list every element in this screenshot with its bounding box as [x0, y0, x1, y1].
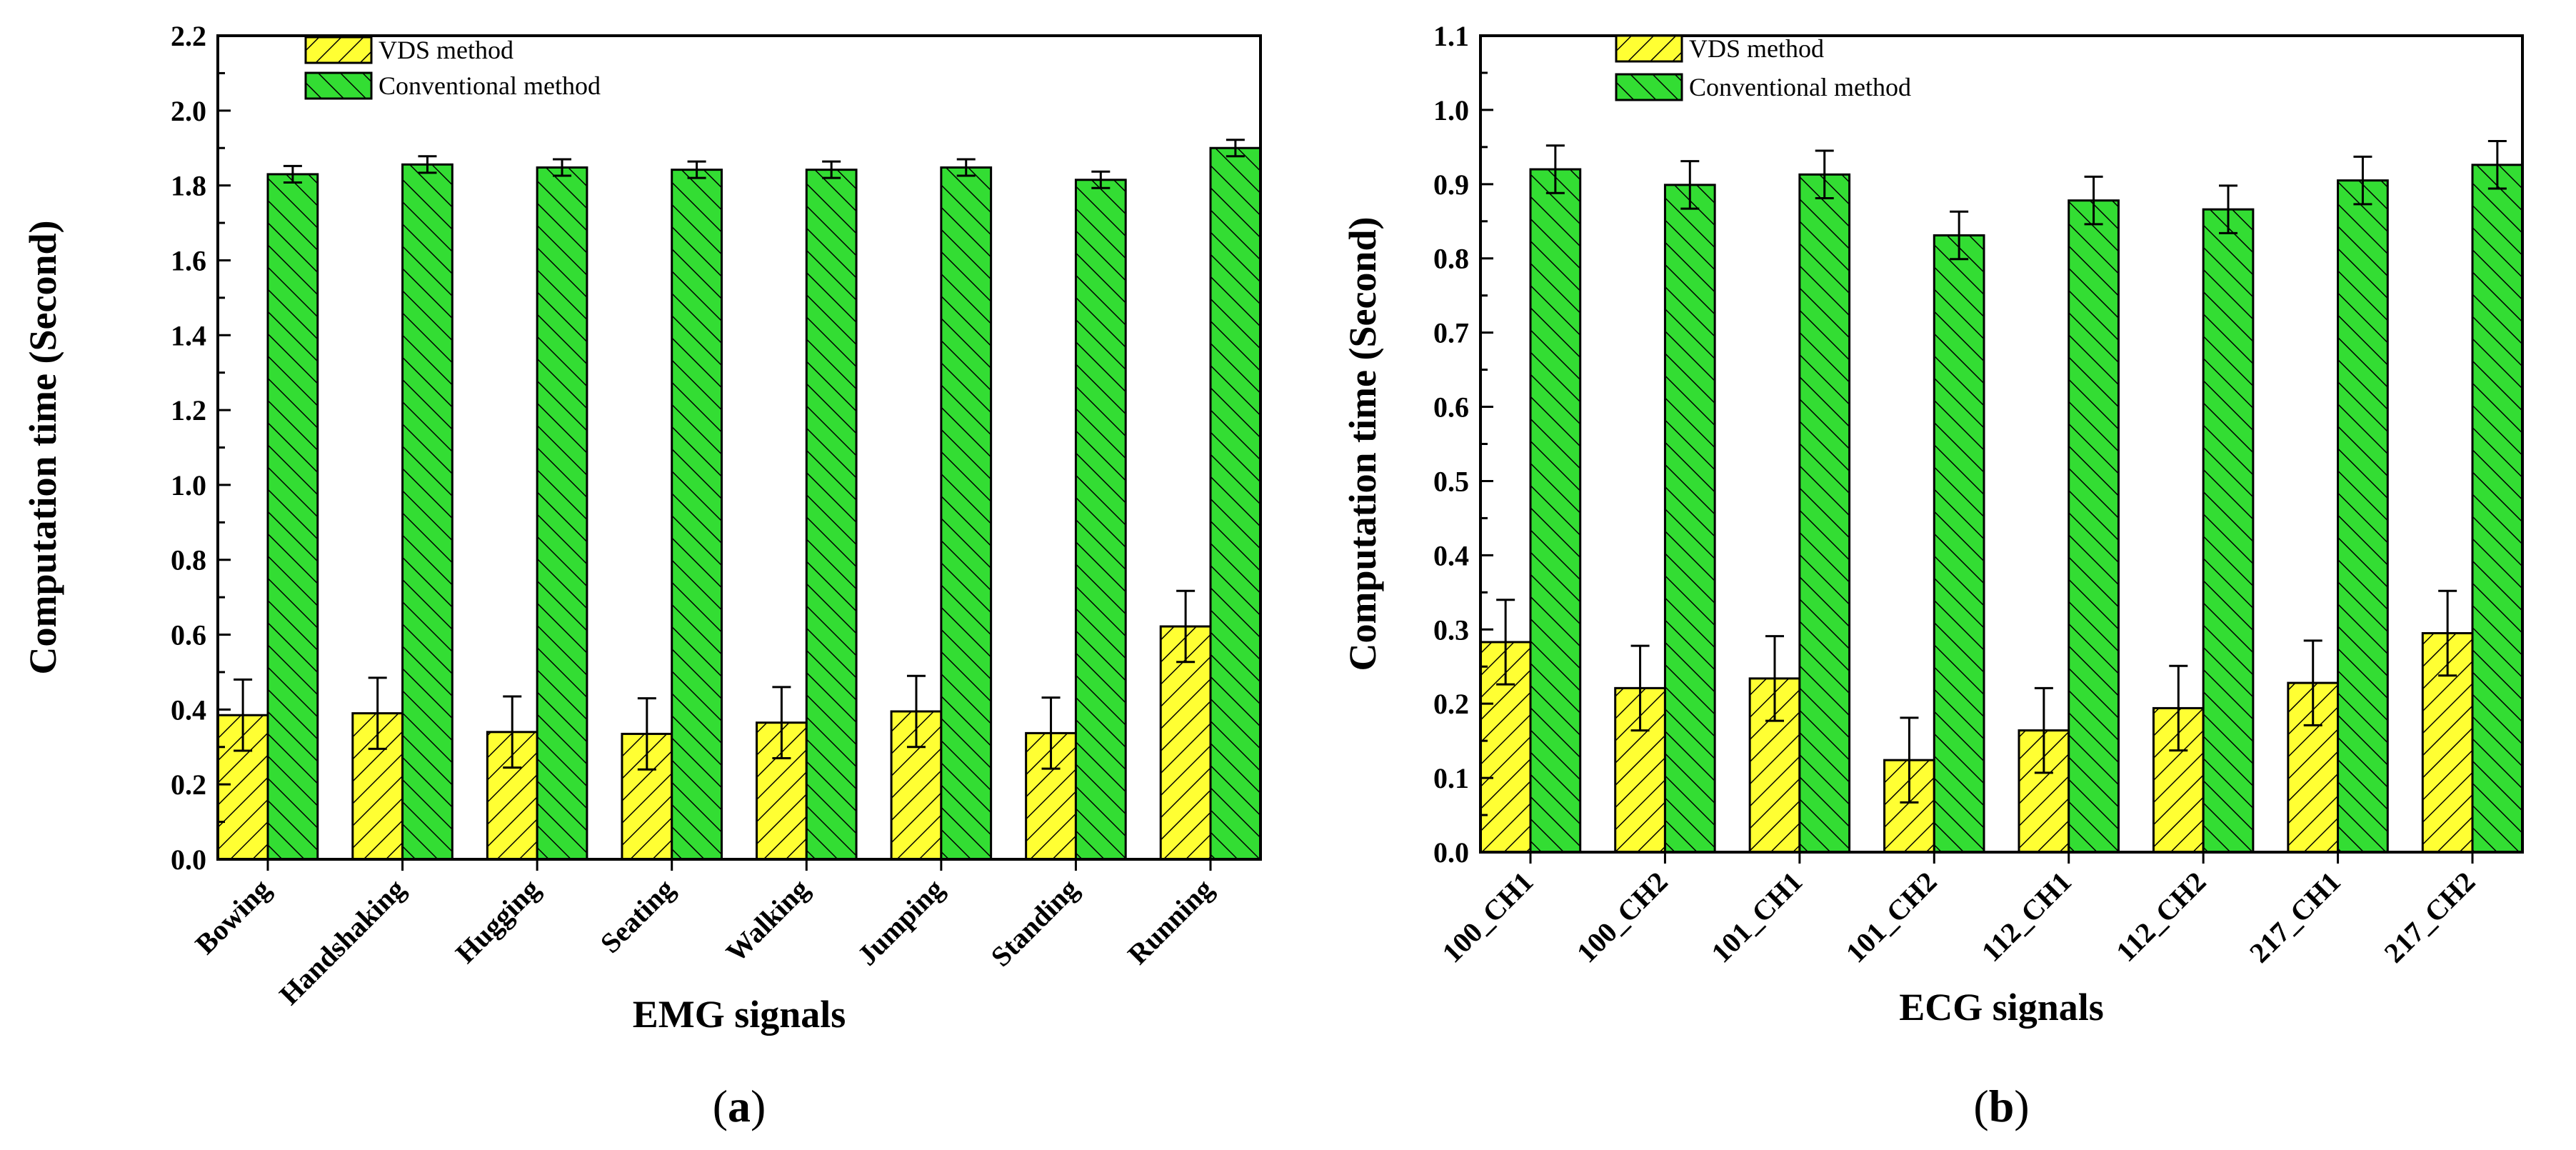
y-tick-label-a-2: 0.4	[171, 694, 206, 726]
legend-label-a-1: Conventional method	[379, 71, 601, 100]
y-tick-label-a-5: 1.0	[171, 469, 206, 501]
bar-b-s1-7	[2471, 164, 2524, 854]
panel-label-close-b: )	[2014, 1081, 2029, 1131]
panel-label-b: (b)	[1973, 1081, 2029, 1131]
legend-swatch-b-0	[1615, 34, 1683, 63]
x-category-label-a-2: Hugging	[449, 873, 546, 970]
bar-a-s1-4	[805, 169, 858, 861]
legend-swatch-a-0	[304, 36, 373, 64]
x-category-label-a-0: Bowing	[189, 873, 276, 961]
y-tick-label-b-3: 0.3	[1433, 614, 1469, 646]
x-category-label-a-1: Handshaking	[273, 873, 411, 1011]
legend-label-a-0: VDS method	[379, 36, 513, 64]
x-category-label-b-4: 112_CH1	[1975, 866, 2078, 968]
y-tick-label-b-9: 0.9	[1433, 169, 1469, 201]
y-tick-label-b-0: 0.0	[1433, 836, 1469, 869]
y-tick-label-b-11: 1.1	[1433, 20, 1469, 52]
x-category-label-b-3: 101_CH2	[1840, 866, 1943, 969]
x-category-label-a-6: Standing	[984, 873, 1084, 973]
y-tick-label-b-4: 0.4	[1433, 539, 1469, 571]
bar-a-s1-3	[671, 169, 723, 861]
x-category-label-b-6: 217_CH1	[2243, 866, 2347, 969]
bar-a-s1-0	[266, 173, 319, 861]
panel-label-letter-a: a	[728, 1081, 751, 1131]
y-tick-label-a-3: 0.6	[171, 619, 206, 651]
y-tick-label-a-7: 1.4	[171, 319, 206, 351]
y-tick-label-b-6: 0.6	[1433, 391, 1469, 424]
bar-a-s1-5	[940, 166, 993, 861]
y-tick-label-b-7: 0.7	[1433, 317, 1469, 349]
y-axis-title-b: Computation time (Second)	[1341, 217, 1384, 671]
bar-b-s1-2	[1798, 173, 1851, 854]
y-tick-label-a-6: 1.2	[171, 394, 206, 426]
bar-a-s1-7	[1209, 146, 1262, 861]
panel-label-letter-b: b	[1989, 1081, 2015, 1131]
bar-b-s1-0	[1529, 168, 1582, 854]
legend-label-b-1: Conventional method	[1689, 73, 1911, 101]
y-tick-label-a-0: 0.0	[171, 844, 206, 876]
x-category-label-b-7: 217_CH2	[2377, 866, 2481, 969]
y-tick-label-a-4: 0.8	[171, 544, 206, 576]
y-tick-label-a-10: 2.0	[171, 95, 206, 127]
y-tick-label-a-8: 1.6	[171, 244, 206, 276]
y-tick-label-b-1: 0.1	[1433, 762, 1469, 794]
x-category-label-a-5: Jumping	[851, 873, 951, 972]
x-axis-title-b: ECG signals	[1899, 986, 2104, 1029]
y-tick-label-a-9: 1.8	[171, 170, 206, 202]
bar-b-s1-6	[2337, 179, 2389, 854]
x-category-label-b-0: 100_CH1	[1435, 866, 1539, 969]
x-axis-title-a: EMG signals	[633, 993, 846, 1036]
bar-a-s1-2	[536, 166, 588, 861]
x-category-label-b-2: 101_CH1	[1705, 866, 1808, 969]
bar-a-s0-7	[1159, 625, 1212, 861]
y-tick-label-a-11: 2.2	[171, 20, 206, 52]
panel-label-close-a: )	[751, 1081, 766, 1131]
y-axis-title-a: Computation time (Second)	[21, 221, 64, 675]
y-tick-label-b-2: 0.2	[1433, 688, 1469, 720]
legend-swatch-b-1	[1615, 73, 1683, 101]
x-category-label-b-1: 100_CH2	[1570, 866, 1674, 969]
x-category-label-b-5: 112_CH2	[2110, 866, 2212, 968]
x-category-label-a-4: Walking	[720, 873, 816, 969]
y-tick-label-b-10: 1.0	[1433, 94, 1469, 126]
legend-swatch-a-1	[304, 71, 373, 100]
y-tick-label-b-8: 0.8	[1433, 243, 1469, 275]
bar-b-s1-5	[2202, 208, 2255, 854]
panel-label-a: (a)	[713, 1081, 766, 1131]
panel-label-open-a: (	[713, 1081, 728, 1131]
legend-label-b-0: VDS method	[1689, 34, 1824, 63]
bar-b-s1-3	[1933, 234, 1985, 854]
x-category-label-a-3: Seating	[594, 873, 681, 959]
bar-a-s1-6	[1074, 179, 1127, 861]
panel-label-open-b: (	[1973, 1081, 1988, 1131]
x-category-label-a-7: Running	[1121, 873, 1219, 971]
bar-b-s1-1	[1663, 184, 1716, 854]
bar-b-s1-4	[2068, 199, 2120, 854]
bar-a-s1-1	[401, 163, 453, 861]
y-tick-label-a-1: 0.2	[171, 769, 206, 801]
y-tick-label-b-5: 0.5	[1433, 465, 1469, 497]
